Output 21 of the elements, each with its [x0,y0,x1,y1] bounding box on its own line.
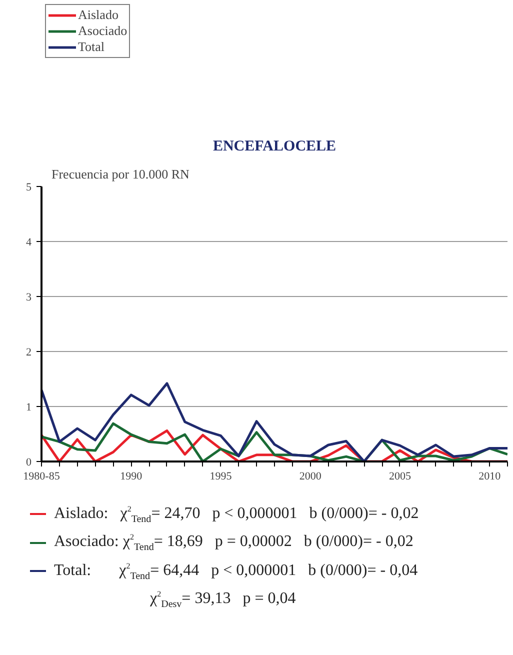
text: χ$^{2}$$_{Desv}$= 39,13 p = 0,04 [149,589,297,613]
y-tick-label: 2 [26,346,32,358]
legend-label: Asociado [78,23,128,39]
y-tick-label: 3 [26,292,32,304]
legend-label: Total [78,39,105,55]
y-axis-title: Frecuencia por 10.000 RN [52,166,190,182]
x-tick-label: 2010 [478,470,502,482]
legend-label: Aislado [78,7,118,23]
y-tick-label: 0 [26,456,32,468]
y-tick-label: 4 [26,236,32,248]
y-tick-label: 1 [26,402,32,414]
x-tick-label: 1980-85 [23,470,60,482]
x-tick-label: 1990 [120,470,143,482]
text: Aislado: χ$^{2}$$_{Tend}$= 24,70 p < 0,000001 b (0/000)= - 0,02 [53,504,419,528]
y-tick-label: 5 [26,182,32,194]
text: Total: χ$^{2}$$_{Tend}$= 64,44 p < 0,000001 b (0/000)= - 0,04 [53,560,419,584]
x-tick-label: 1995 [210,470,232,482]
chart-title: ENCEFALOCELE [212,138,336,154]
x-tick-label: 2000 [299,470,322,482]
text: Asociado: χ$^{2}$$_{Tend}$= 18,69 p = 0,00002 b (0/000)= - 0,02 [53,532,414,556]
x-tick-label: 2005 [388,470,412,482]
